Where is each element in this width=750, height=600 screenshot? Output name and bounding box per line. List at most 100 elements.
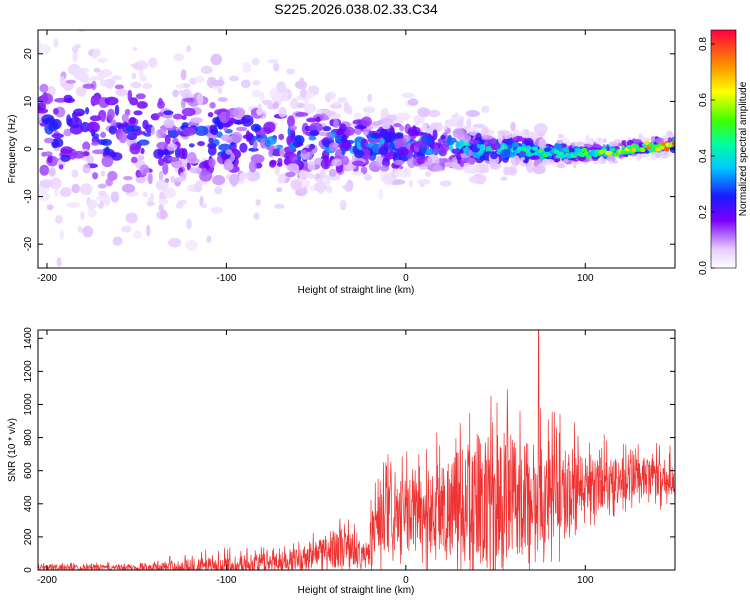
heatmap-cell [163,187,176,199]
heatmap-cell [60,154,71,162]
heatmap-cell [182,127,197,136]
heatmap-cell [395,133,404,140]
heatmap-cell [86,155,94,164]
heatmap-cell [389,127,395,136]
heatmap-cell [121,183,136,193]
heatmap-cell [371,121,383,126]
heatmap-cell [140,147,145,155]
heatmap-cell [173,53,185,62]
heatmap-cell [44,151,53,157]
snr-frame [37,329,676,571]
heatmap-cell [339,123,347,133]
heatmap-cell [408,179,413,188]
heatmap-cell [197,141,205,147]
heatmap-cell [73,67,86,80]
heatmap-cell [248,160,257,173]
heatmap-cell [276,81,286,93]
heatmap-cell [158,198,169,206]
heatmap-cell [87,209,97,218]
heatmap-cell [80,211,85,221]
heatmap-cell [39,179,53,189]
heatmap-cell [252,80,261,86]
heatmap-cell [392,179,406,185]
heatmap-cell [214,186,223,195]
heatmap-cell [425,171,432,177]
heatmap-cell [513,128,520,136]
heatmap-cell [146,224,151,237]
heatmap-cell [164,134,171,145]
heatmap-cell [47,154,53,164]
heatmap-cell [613,152,620,157]
heatmap-cell [207,143,217,149]
heatmap-cell [71,183,80,194]
heatmap-cell [556,139,563,145]
heatmap-cell [239,142,248,153]
heatmap-cell [121,225,132,233]
heatmap-cell [104,146,110,156]
heatmap-cell [609,147,616,152]
heatmap-cell [242,62,252,74]
heatmap-cell [592,152,599,158]
heatmap-cell [500,176,508,181]
heatmap-cell [175,84,185,89]
heatmap-cell [401,92,415,99]
heatmap-cell [590,149,597,154]
snr-series-line [38,330,675,570]
heatmap-cell [59,229,64,241]
heatmap-cell [538,138,547,150]
heatmap-cell [232,107,246,119]
heatmap-cell [167,156,180,162]
heatmap-cell [294,135,305,145]
heatmap-cell [98,190,107,197]
heatmap-cell [269,160,276,168]
heatmap-cell [248,147,259,152]
heatmap-cell [640,153,650,158]
heatmap-cell [209,102,216,109]
heatmap-cell [354,149,365,159]
heatmap-cell [48,167,56,177]
heatmap-cell [189,167,203,174]
heatmap-cell [598,138,602,143]
heatmap-cell [39,164,50,176]
heatmap-cell [65,79,76,84]
heatmap-cell [309,122,323,133]
heatmap-cell [503,166,517,176]
heatmap-cell [95,195,107,201]
heatmap-cell [129,143,141,155]
heatmap-cell [341,147,346,155]
heatmap-cell [606,155,612,162]
heatmap-cell [180,92,187,98]
heatmap-cell [73,112,84,117]
heatmap-cell [242,134,253,140]
x-tick-label: -100 [216,273,236,284]
heatmap-cell [396,112,411,121]
heatmap-cell [362,127,369,136]
heatmap-cell [176,129,181,136]
snr-plot-area [38,330,675,570]
heatmap-cell [68,117,82,129]
heatmap-cell [587,147,598,151]
heatmap-cell [181,107,196,117]
heatmap-cell [466,119,471,125]
heatmap-cell [339,200,347,211]
heatmap-cell [267,59,279,64]
heatmap-cell [467,157,476,165]
heatmap-cell [289,125,297,131]
heatmap-cell [581,147,588,153]
heatmap-cell [305,147,313,152]
heatmap-cell [532,165,546,175]
heatmap-cell [211,206,223,214]
heatmap-cell [654,151,663,157]
x-tick-label: 100 [577,273,594,284]
heatmap-cell [662,149,672,159]
heatmap-cell [210,53,223,66]
heatmap-cell [139,164,150,175]
heatmap-cell [433,144,439,156]
spectrogram-x-ticks: -200 -100 0 100 [37,30,594,284]
heatmap-cell [187,151,197,163]
heatmap-cell [303,103,316,115]
heatmap-cell [110,119,117,127]
heatmap-cell [125,212,138,224]
